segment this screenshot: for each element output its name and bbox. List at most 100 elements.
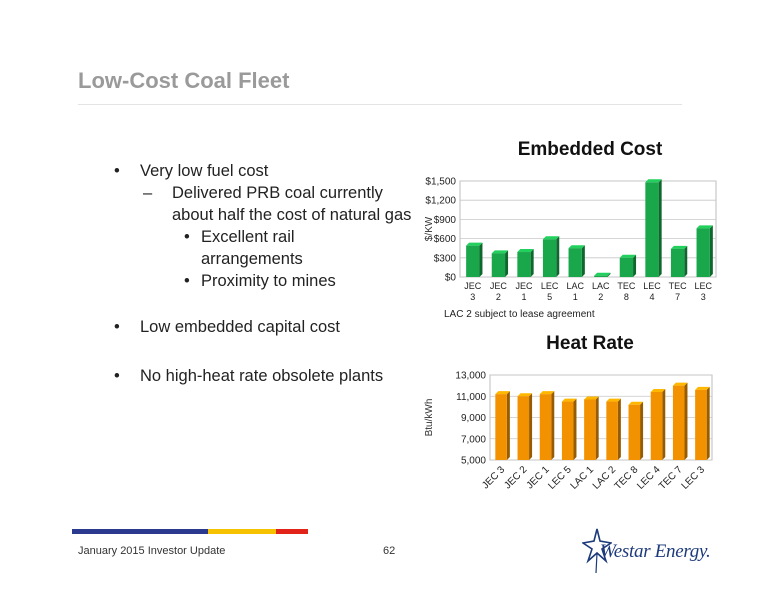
bar: [670, 248, 685, 277]
x-tick-label: LEC: [541, 281, 559, 291]
bar-side: [706, 386, 710, 460]
bar-top: [517, 393, 533, 397]
bullet-marker: •: [114, 162, 120, 180]
bar: [619, 257, 634, 277]
bar: [517, 396, 530, 460]
x-tick-label: LEC 5: [546, 464, 574, 492]
x-tick-label: JEC 2: [502, 464, 529, 491]
bar-top: [695, 386, 710, 390]
bar-top: [628, 401, 644, 405]
bar: [561, 401, 574, 460]
y-axis-label: Btu/kWh: [424, 399, 435, 437]
stripe-blue: [72, 529, 208, 534]
x-tick-label: JEC: [490, 281, 508, 291]
x-tick-label: JEC 1: [525, 464, 552, 491]
bar-side: [607, 272, 611, 277]
x-tick-label: 8: [624, 292, 629, 302]
bar-top: [696, 225, 713, 229]
y-tick-label: 9,000: [461, 413, 486, 424]
bar-top: [542, 236, 560, 240]
bar-side: [505, 250, 509, 277]
bar-side: [662, 389, 666, 460]
bar-top: [584, 396, 599, 400]
y-tick-label: 11,000: [456, 392, 486, 403]
stripe-red: [276, 529, 308, 534]
x-tick-label: TEC 8: [613, 464, 641, 492]
x-tick-label: 2: [598, 292, 603, 302]
bar-top: [606, 398, 621, 402]
bar: [539, 394, 552, 460]
bullet-item: – Delivered PRB coal currently about half…: [112, 182, 412, 226]
bar: [645, 182, 659, 277]
bar: [542, 239, 557, 277]
bar-side: [556, 236, 560, 277]
x-tick-label: JEC: [464, 281, 482, 291]
bar: [650, 392, 663, 460]
bar: [568, 248, 582, 277]
x-tick-label: LAC 2: [591, 464, 619, 492]
x-tick-label: LEC 3: [680, 464, 708, 492]
bar: [517, 252, 531, 277]
y-tick-label: $900: [434, 215, 457, 226]
title-divider: [78, 104, 682, 105]
bar-top: [672, 382, 688, 386]
bar: [594, 275, 608, 277]
bullet-marker: •: [114, 367, 120, 385]
bullet-text: Excellent rail arrangements: [201, 228, 303, 268]
bar-side: [479, 242, 483, 277]
bar-top: [539, 391, 555, 395]
slide-title: Low-Cost Coal Fleet: [78, 68, 290, 93]
bar: [672, 385, 685, 460]
bar-side: [658, 179, 662, 277]
page-number: 62: [383, 545, 396, 557]
x-tick-label: LAC: [566, 281, 584, 291]
bullet-text: Proximity to mines: [201, 272, 336, 290]
x-tick-label: 7: [675, 292, 680, 302]
bar-top: [491, 250, 509, 254]
y-tick-label: $1,200: [425, 196, 456, 207]
footer-text: January 2015 Investor Update: [78, 545, 226, 557]
bar-side: [640, 401, 644, 460]
y-tick-label: $1,500: [425, 177, 456, 188]
bar: [696, 228, 710, 277]
bar-top: [568, 245, 585, 249]
bar-top: [561, 398, 577, 402]
bullet-marker: •: [114, 318, 120, 336]
bar-side: [684, 245, 688, 277]
y-tick-label: 13,000: [455, 371, 486, 382]
bullet-item: • Proximity to mines: [112, 270, 412, 292]
bar-side: [684, 382, 688, 460]
y-tick-label: 7,000: [461, 434, 486, 445]
bar: [606, 401, 618, 460]
x-tick-label: LAC 1: [569, 464, 597, 492]
x-tick-label: LEC: [643, 281, 661, 291]
bullet-item: • No high-heat rate obsolete plants: [112, 365, 412, 387]
x-tick-label: JEC: [515, 281, 533, 291]
bar-side: [633, 254, 637, 277]
bar: [491, 253, 506, 277]
bar-side: [573, 398, 577, 460]
x-tick-label: TEC 7: [657, 464, 685, 492]
bar: [628, 404, 641, 460]
y-tick-label: 5,000: [461, 456, 486, 467]
bullet-item: • Very low fuel cost: [112, 160, 412, 182]
bar-side: [581, 245, 585, 277]
y-tick-label: $300: [434, 253, 457, 264]
x-tick-label: LAC: [592, 281, 610, 291]
brand-logo-text: Westar Energy.: [600, 541, 711, 562]
bar-side: [530, 249, 534, 277]
bar-top: [650, 389, 666, 392]
bullet-text: Very low fuel cost: [140, 162, 269, 180]
bar-side: [551, 391, 555, 460]
x-tick-label: 1: [573, 292, 578, 302]
bar-side: [617, 398, 621, 460]
x-tick-label: 1: [521, 292, 526, 302]
x-tick-label: 5: [547, 292, 552, 302]
bar: [495, 394, 507, 460]
bar-top: [517, 249, 534, 253]
bar-top: [619, 254, 637, 258]
x-tick-label: LEC: [694, 281, 712, 291]
chart-footnote: LAC 2 subject to lease agreement: [444, 309, 595, 320]
y-tick-label: $600: [434, 234, 457, 245]
bar-side: [529, 393, 533, 460]
